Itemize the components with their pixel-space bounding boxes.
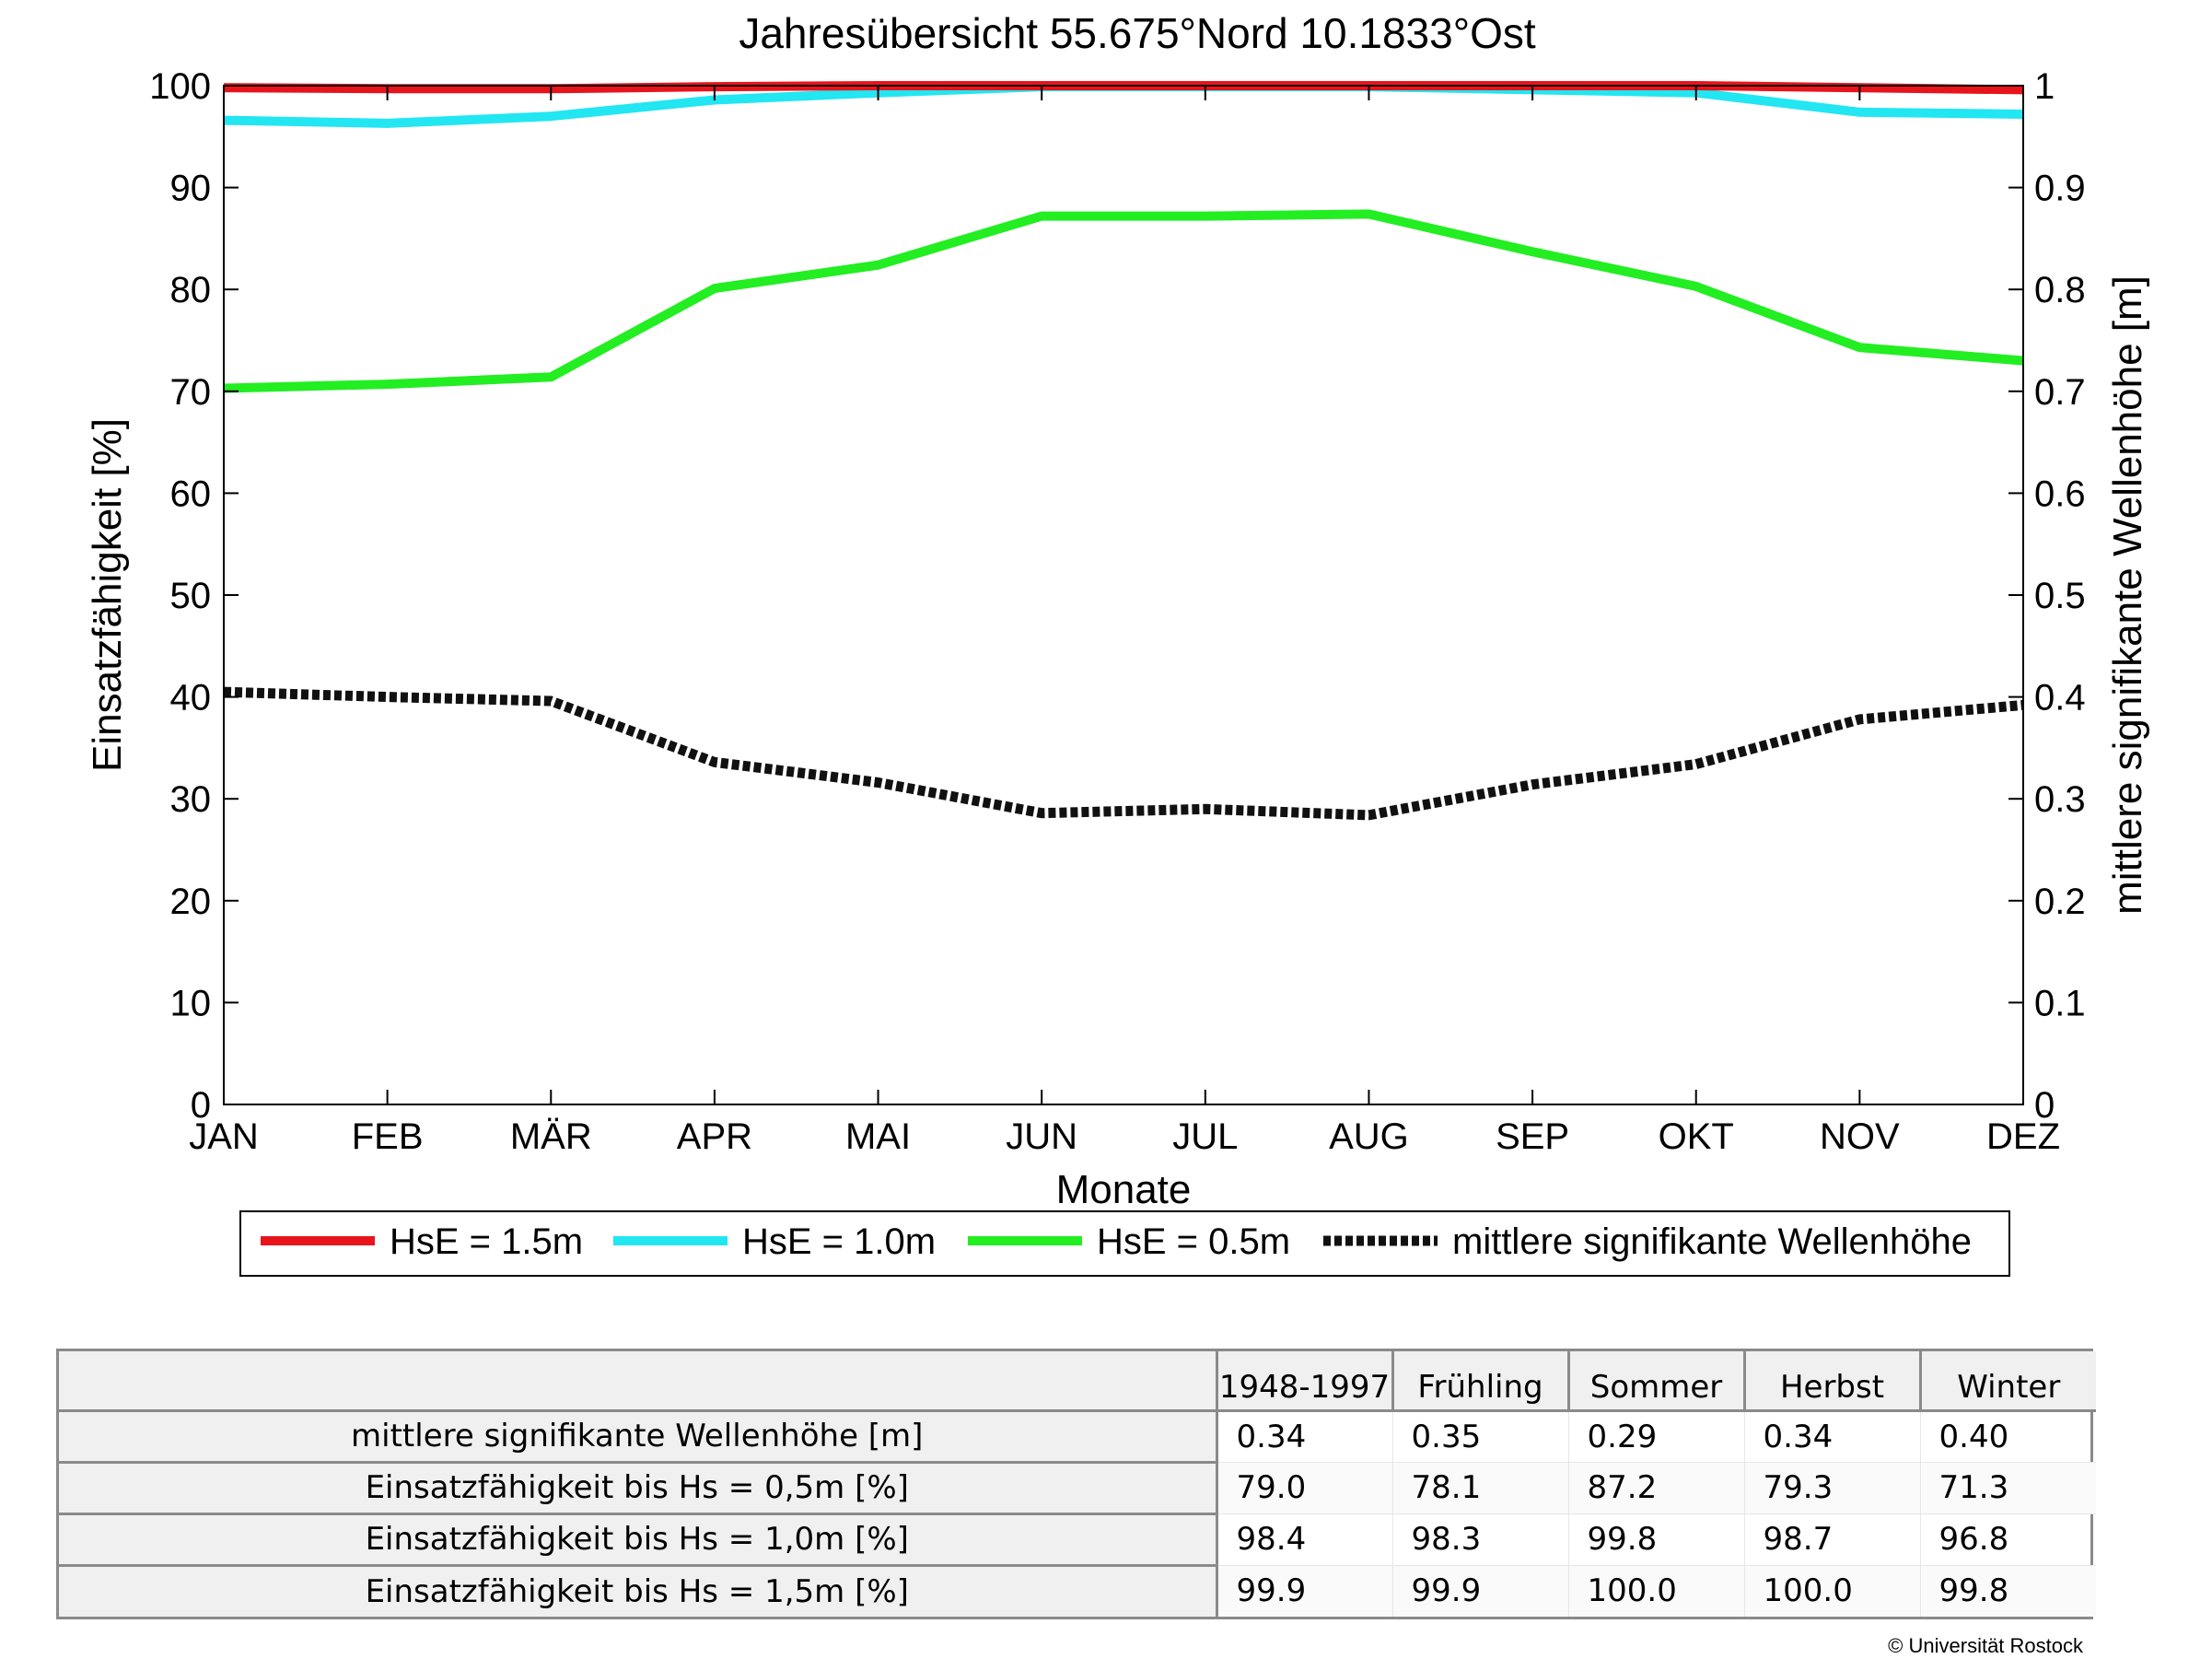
y-tick-label: 60 — [170, 473, 212, 514]
row-label: Einsatzfähigkeit bis Hs = 1,0m [%] — [59, 1513, 1218, 1567]
table-cell: 99.9 — [1217, 1565, 1393, 1617]
y-tick-label: 80 — [170, 270, 212, 310]
y2-axis-label: mittlere signifikante Wellenhöhe [m] — [2105, 275, 2150, 915]
chart: Jahresübersicht 55.675°Nord 10.1833°Ost … — [85, 9, 2150, 1277]
y2-axis: 0 0.1 0.2 0.3 0.4 0.5 0.6 0.7 0.8 0.9 1 — [2008, 66, 2086, 1126]
table-cell: 87.2 — [1568, 1462, 1745, 1514]
y-axis: 0 10 20 30 40 50 60 70 80 90 100 — [149, 66, 239, 1126]
table-cell: 98.4 — [1217, 1513, 1393, 1566]
x-tick-label: JUL — [1172, 1116, 1238, 1157]
y-tick-label: 0 — [191, 1085, 211, 1126]
table-cell: 0.29 — [1568, 1410, 1745, 1463]
x-tick-label: OKT — [1659, 1116, 1734, 1157]
row-label: mittlere signifikante Wellenhöhe [m] — [59, 1410, 1218, 1464]
y-tick-label: 20 — [170, 882, 212, 922]
row-label: Einsatzfähigkeit bis Hs = 0,5m [%] — [59, 1462, 1218, 1515]
series-line-2 — [223, 209, 2024, 393]
y-tick-label: 70 — [170, 372, 212, 413]
y2-tick-label: 0.7 — [2034, 372, 2086, 413]
y2-tick-label: 0.9 — [2034, 169, 2086, 209]
table-cell: 98.3 — [1392, 1513, 1569, 1566]
y2-tick-label: 0 — [2034, 1085, 2055, 1126]
x-tick-label: JUN — [1006, 1116, 1077, 1157]
table-cell: 99.8 — [1920, 1565, 2096, 1617]
copyright-notice: © Universität Rostock — [1888, 1634, 2083, 1657]
table-cell: 0.34 — [1217, 1410, 1393, 1463]
table-cell: 0.34 — [1744, 1410, 1921, 1463]
y2-tick-label: 1 — [2034, 66, 2055, 107]
x-axis: JAN FEB MÄR APR MAI JUN JUL AUG SEP OKT NOV DEZ — [189, 86, 2060, 1157]
y-tick-label: 30 — [170, 779, 212, 820]
y2-tick-label: 0.2 — [2034, 882, 2086, 922]
table-row: mittlere signifikante Wellenhöhe [m] 0.3… — [59, 1410, 2096, 1464]
table-cell: 0.40 — [1920, 1410, 2096, 1463]
x-tick-label: AUG — [1329, 1116, 1409, 1157]
y-axis-label: Einsatzfähigkeit [%] — [85, 418, 130, 772]
table-header-row: 1948-1997 Frühling Sommer Herbst Winter — [59, 1351, 2096, 1412]
summary-table: 1948-1997 Frühling Sommer Herbst Winter … — [56, 1349, 2096, 1619]
legend — [239, 1210, 2010, 1277]
y-tick-label: 40 — [170, 678, 212, 719]
table-cell: 99.8 — [1568, 1513, 1745, 1566]
table-header-cell — [59, 1351, 1218, 1412]
x-tick-label: MAI — [845, 1116, 911, 1157]
table-header-cell: Sommer — [1568, 1351, 1746, 1412]
x-tick-label: APR — [677, 1116, 752, 1157]
y2-tick-label: 0.6 — [2034, 473, 2086, 514]
legend-label: HsE = 0.5m — [1097, 1221, 1290, 1262]
y2-tick-label: 0.1 — [2034, 983, 2086, 1023]
y-tick-label: 90 — [170, 169, 212, 209]
legend-label: HsE = 1.5m — [390, 1221, 583, 1262]
x-axis-label: Monate — [1056, 1167, 1192, 1212]
x-tick-label: JAN — [189, 1116, 259, 1157]
y-tick-label: 10 — [170, 983, 212, 1023]
table-cell: 98.7 — [1744, 1513, 1921, 1566]
y2-tick-label: 0.5 — [2034, 576, 2086, 616]
y2-tick-label: 0.8 — [2034, 270, 2086, 310]
y2-tick-label: 0.3 — [2034, 779, 2086, 820]
y-tick-label: 50 — [170, 576, 212, 616]
table-header-cell: 1948-1997 — [1217, 1351, 1394, 1412]
legend-label: HsE = 1.0m — [742, 1221, 936, 1262]
table-row: Einsatzfähigkeit bis Hs = 0,5m [%] 79.0 … — [59, 1462, 2096, 1515]
table-cell: 0.35 — [1392, 1410, 1569, 1463]
x-tick-label: DEZ — [1986, 1116, 2060, 1157]
table-cell: 78.1 — [1392, 1462, 1569, 1514]
x-tick-label: FEB — [352, 1116, 424, 1157]
y2-tick-label: 0.4 — [2034, 678, 2086, 719]
table-row: Einsatzfähigkeit bis Hs = 1,0m [%] 98.4 … — [59, 1513, 2096, 1567]
table-cell: 79.3 — [1744, 1462, 1921, 1514]
table-cell: 79.0 — [1217, 1462, 1393, 1514]
table-row: Einsatzfähigkeit bis Hs = 1,5m [%] 99.9 … — [59, 1565, 2096, 1617]
table-header-cell: Frühling — [1392, 1351, 1570, 1412]
table-cell: 100.0 — [1568, 1565, 1745, 1617]
y-tick-label: 100 — [149, 66, 211, 107]
series-line-3 — [223, 686, 2024, 821]
plot-frame — [223, 85, 2024, 1105]
table-header-cell: Herbst — [1744, 1351, 1922, 1412]
x-tick-label: NOV — [1820, 1116, 1900, 1157]
row-label: Einsatzfähigkeit bis Hs = 1,5m [%] — [59, 1565, 1218, 1617]
chart-title: Jahresübersicht 55.675°Nord 10.1833°Ost — [739, 9, 1536, 57]
plot-series — [223, 81, 2024, 821]
x-tick-label: MÄR — [510, 1116, 592, 1157]
table-header-cell: Winter — [1920, 1351, 2096, 1412]
table-cell: 71.3 — [1920, 1462, 2096, 1514]
table-cell: 99.9 — [1392, 1565, 1569, 1617]
legend-label: mittlere signifikante Wellenhöhe — [1452, 1221, 1972, 1262]
x-tick-label: SEP — [1496, 1116, 1569, 1157]
table-cell: 96.8 — [1920, 1513, 2096, 1566]
table-cell: 100.0 — [1744, 1565, 1921, 1617]
legend-items: HsE = 1.5m HsE = 1.0m HsE = 0.5m mittlere s… — [261, 1221, 1972, 1262]
